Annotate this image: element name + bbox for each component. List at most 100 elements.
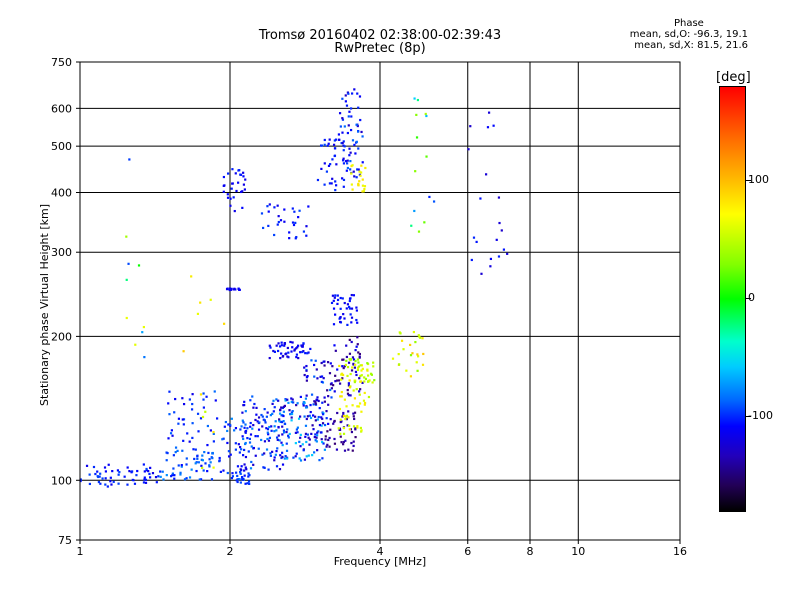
data-point xyxy=(498,221,501,225)
data-point xyxy=(308,438,311,441)
data-point xyxy=(346,323,349,327)
data-point xyxy=(316,377,319,380)
data-point xyxy=(237,443,240,446)
data-point xyxy=(280,352,283,355)
data-point xyxy=(291,346,294,349)
data-point xyxy=(277,342,280,345)
data-point xyxy=(244,423,247,426)
data-point xyxy=(135,474,138,477)
data-point xyxy=(147,469,150,473)
data-point xyxy=(243,463,246,466)
data-point xyxy=(341,415,344,418)
data-point xyxy=(172,467,175,470)
data-point xyxy=(277,399,280,402)
data-point xyxy=(339,296,342,300)
data-point xyxy=(342,162,346,165)
data-point xyxy=(254,418,257,422)
data-point xyxy=(336,302,339,306)
legend-title: Phase xyxy=(673,18,704,29)
data-point xyxy=(302,402,305,406)
data-point xyxy=(311,424,314,427)
data-point xyxy=(342,313,345,316)
data-point xyxy=(286,346,289,350)
data-point xyxy=(304,397,308,400)
data-point xyxy=(190,468,193,471)
y-tick-label: 400 xyxy=(51,186,72,199)
data-point xyxy=(353,175,356,178)
data-point xyxy=(346,303,350,306)
data-point xyxy=(247,475,250,478)
data-point xyxy=(229,453,232,456)
data-point xyxy=(208,464,211,467)
data-point xyxy=(338,407,342,411)
y-axis-label: Stationary phase Virtual Height [km] xyxy=(38,203,51,407)
data-point xyxy=(145,469,148,472)
x-axis-label: Frequency [MHz] xyxy=(333,555,427,568)
data-point xyxy=(285,457,289,460)
data-point xyxy=(283,342,286,345)
data-point xyxy=(345,104,349,107)
data-point xyxy=(234,448,237,451)
data-point xyxy=(188,440,191,443)
data-point xyxy=(296,346,299,349)
data-point xyxy=(101,477,104,480)
data-point xyxy=(361,190,364,193)
data-point xyxy=(201,466,204,470)
data-point xyxy=(342,366,345,370)
data-point xyxy=(230,187,233,190)
data-point xyxy=(219,470,222,473)
data-point xyxy=(356,426,359,429)
data-point xyxy=(316,431,319,434)
phase-legend: Phase mean, sd,O: -96.3, 19.1 mean, sd,X… xyxy=(630,18,748,51)
data-point xyxy=(125,316,128,320)
data-point xyxy=(332,422,335,425)
data-point xyxy=(214,399,217,402)
data-point xyxy=(353,411,357,414)
data-point xyxy=(355,140,358,143)
chart-title: Tromsø 20160402 02:38:00-02:39:43 xyxy=(258,28,502,43)
data-point xyxy=(260,438,263,442)
data-point xyxy=(360,164,363,167)
data-point xyxy=(351,139,355,142)
data-point xyxy=(335,163,338,166)
data-point xyxy=(191,402,194,406)
data-point xyxy=(344,363,347,367)
data-point xyxy=(205,395,208,398)
data-point xyxy=(355,176,358,179)
data-point xyxy=(428,195,431,199)
data-point xyxy=(106,485,109,488)
data-point xyxy=(275,344,278,347)
data-point xyxy=(280,406,283,409)
data-point xyxy=(348,379,351,382)
data-point xyxy=(200,464,203,467)
data-point xyxy=(294,221,297,224)
data-point xyxy=(182,402,186,406)
data-point xyxy=(143,356,146,359)
data-point xyxy=(351,404,354,407)
data-point xyxy=(358,390,361,393)
data-point xyxy=(348,338,351,342)
data-point xyxy=(277,426,280,429)
data-point xyxy=(342,144,345,147)
data-point xyxy=(323,162,326,165)
data-point xyxy=(96,470,99,473)
data-point xyxy=(278,468,282,471)
data-point xyxy=(313,415,317,418)
data-point xyxy=(171,472,174,475)
data-point xyxy=(354,152,357,155)
data-point xyxy=(320,416,323,419)
data-point xyxy=(342,411,345,415)
data-point xyxy=(332,143,336,146)
data-point xyxy=(348,358,351,361)
data-point xyxy=(356,358,360,361)
data-point xyxy=(333,139,336,142)
data-point xyxy=(358,95,362,98)
data-point xyxy=(239,472,242,475)
data-point xyxy=(211,452,214,455)
data-point xyxy=(320,361,323,365)
data-point xyxy=(255,406,258,409)
data-point xyxy=(344,94,347,97)
data-point xyxy=(351,188,354,191)
data-point xyxy=(342,414,346,418)
data-point xyxy=(500,229,503,232)
